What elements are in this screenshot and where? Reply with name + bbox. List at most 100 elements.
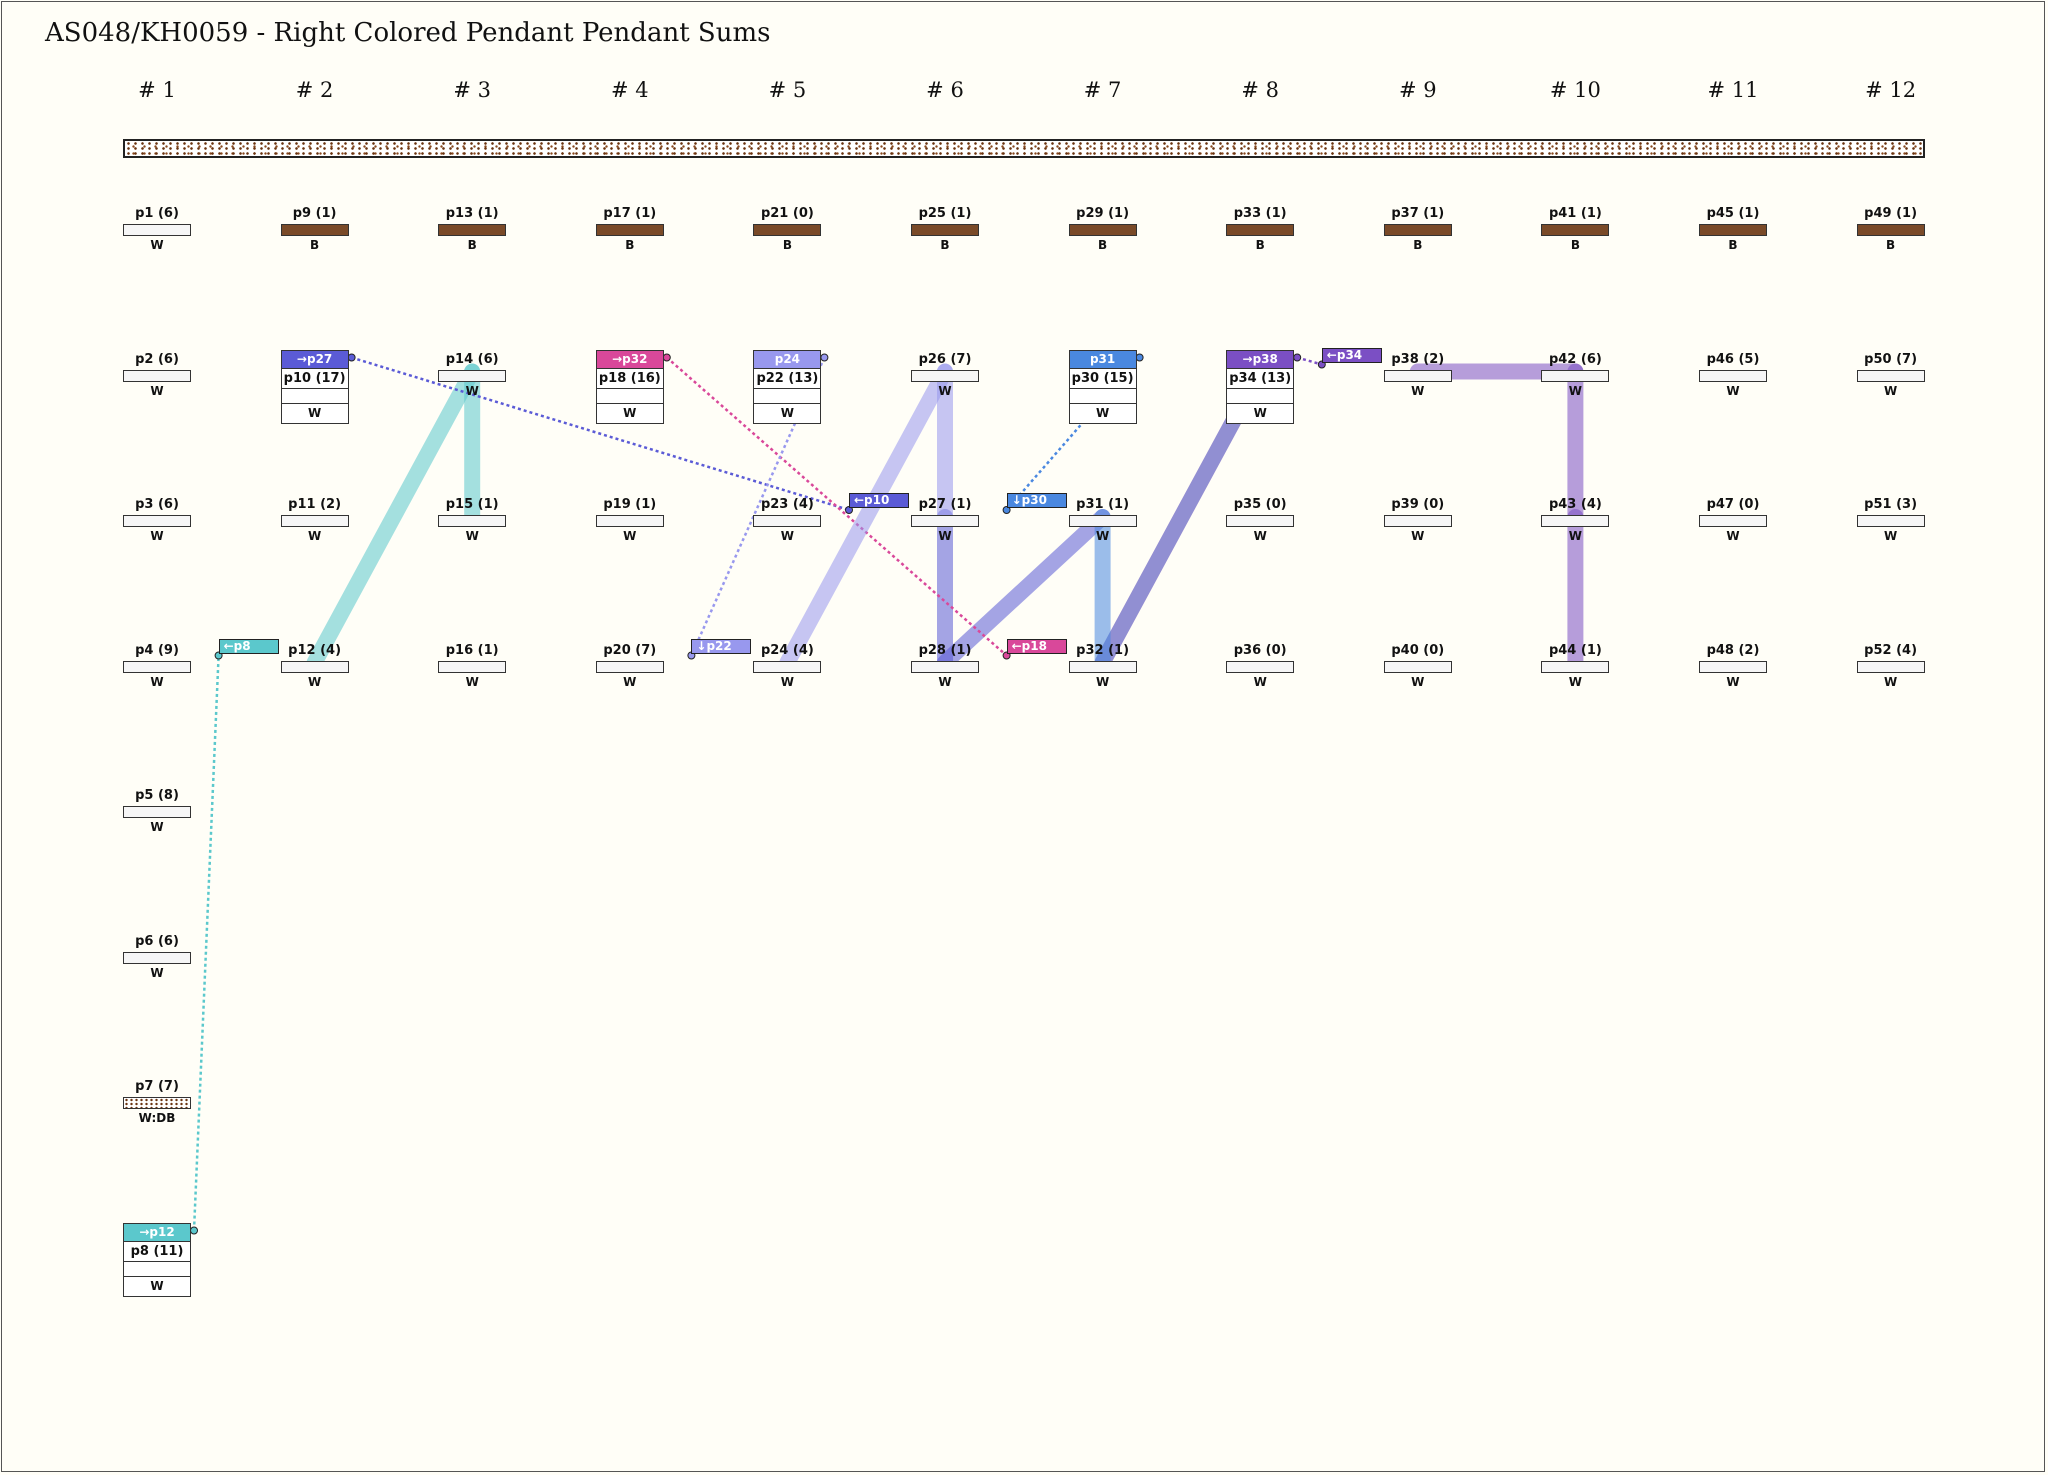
pendant-color-code: W — [1253, 529, 1267, 543]
cord-swatch[interactable] — [280, 515, 349, 527]
sum-tag[interactable]: ↓p22 — [691, 638, 752, 654]
cord-swatch[interactable] — [1541, 369, 1610, 382]
pendant-name: p6 (6) — [135, 933, 179, 949]
sum-tag[interactable]: ←p18 — [1006, 638, 1067, 654]
pendant-name: p28 (1) — [918, 642, 972, 658]
cord-swatch[interactable] — [1856, 369, 1925, 382]
pendant-color-code: W — [150, 383, 164, 398]
pendant-color-code: B — [310, 238, 320, 252]
pendant-name: p45 (1) — [1706, 206, 1760, 221]
pendant-name: p1 (6) — [135, 206, 179, 221]
cord-swatch[interactable] — [280, 660, 349, 673]
sum-band-p22 — [779, 363, 953, 671]
cord-swatch[interactable] — [753, 515, 822, 527]
pendant-color-code: W — [938, 529, 952, 543]
cord-swatch[interactable] — [911, 515, 979, 527]
pendant-name: p51 (3) — [1864, 497, 1918, 512]
column-header: # 5 — [768, 78, 807, 102]
pendant-name: p42 (6) — [1548, 351, 1602, 367]
cord-swatch[interactable] — [595, 660, 664, 673]
cord-swatch[interactable] — [911, 369, 979, 382]
connector-dot — [820, 353, 829, 362]
cord-swatch[interactable] — [123, 951, 191, 964]
pendant-color-code: W — [754, 402, 821, 423]
cord-swatch[interactable] — [123, 224, 191, 236]
sum-cord-box[interactable]: →p38 p34 (13) W — [1226, 349, 1295, 424]
cord-swatch[interactable] — [1541, 660, 1610, 673]
cord-swatch[interactable] — [1856, 224, 1925, 236]
sum-cord-box[interactable]: →p12 p8 (11) W — [123, 1222, 191, 1297]
cord-swatch[interactable] — [123, 369, 191, 382]
cord-swatch[interactable] — [1856, 515, 1925, 527]
sum-tag[interactable]: ↓p30 — [1006, 493, 1067, 508]
connector-dot — [1293, 353, 1302, 362]
cord-swatch[interactable] — [595, 224, 664, 236]
pendant-color-code: W — [938, 674, 952, 689]
column-header: # 10 — [1549, 78, 1601, 102]
sum-cord-box[interactable]: →p27 p10 (17) W — [280, 349, 349, 424]
cord-swatch[interactable] — [1383, 224, 1452, 236]
pendant-color-code: B — [467, 238, 477, 252]
cord-swatch[interactable] — [753, 660, 822, 673]
cord-swatch[interactable] — [1226, 224, 1295, 236]
sum-tag[interactable]: ←p8 — [218, 638, 279, 654]
cord-swatch[interactable] — [1699, 369, 1767, 382]
pendant-color-code: W — [1726, 383, 1740, 398]
sum-connector-p34 — [1296, 356, 1323, 366]
cord-swatch[interactable] — [438, 369, 507, 382]
pendant-color-code: W — [124, 1275, 190, 1296]
cord-swatch[interactable] — [438, 224, 507, 236]
pendant-color-code: B — [1570, 238, 1580, 252]
cord-swatch[interactable] — [1541, 224, 1610, 236]
cord-swatch[interactable] — [1383, 369, 1452, 382]
connector-dot — [347, 353, 356, 362]
cord-swatch[interactable] — [595, 515, 664, 527]
cord-swatch[interactable] — [123, 1097, 191, 1109]
pendant-name: p37 (1) — [1391, 206, 1445, 221]
cord-swatch[interactable] — [1068, 224, 1137, 236]
cord-swatch[interactable] — [438, 660, 507, 673]
sum-cord-box[interactable]: p31 p30 (15) W — [1068, 349, 1137, 424]
pendant-name: p26 (7) — [918, 351, 972, 367]
cord-swatch[interactable] — [1226, 660, 1295, 673]
pendant-color-code: W — [1568, 529, 1583, 543]
cord-swatch[interactable] — [1068, 515, 1137, 527]
cord-swatch[interactable] — [1383, 515, 1452, 527]
cord-swatch[interactable] — [123, 806, 191, 818]
pendant-name: p3 (6) — [135, 497, 179, 512]
cord-swatch[interactable] — [1699, 224, 1767, 236]
cord-swatch[interactable] — [1699, 515, 1767, 527]
pendant-name: p33 (1) — [1233, 206, 1287, 221]
cord-swatch[interactable] — [1856, 660, 1925, 673]
sum-tag[interactable]: ←p34 — [1321, 347, 1382, 363]
sum-tag[interactable]: ←p10 — [849, 493, 909, 508]
pendant-name: p23 (4) — [760, 497, 814, 512]
cord-swatch[interactable] — [123, 515, 191, 527]
pendant-name: p34 (13) — [1227, 367, 1294, 388]
pendant-name: p10 (17) — [281, 367, 348, 388]
cord-swatch[interactable] — [1383, 660, 1452, 673]
pendant-name: p19 (1) — [603, 497, 657, 512]
column-header: # 6 — [926, 78, 964, 102]
cord-swatch[interactable] — [1226, 515, 1295, 527]
sum-cord-box[interactable]: p24 p22 (13) W — [753, 349, 822, 424]
cord-swatch[interactable] — [1068, 660, 1137, 673]
cord-swatch[interactable] — [1541, 515, 1610, 527]
pendant-color-code: W — [1095, 529, 1110, 543]
pendant-name: p31 (1) — [1076, 497, 1130, 512]
cord-swatch[interactable] — [123, 660, 191, 673]
cord-swatch[interactable] — [911, 224, 979, 236]
cord-swatch[interactable] — [911, 660, 979, 673]
cord-swatch[interactable] — [280, 224, 349, 236]
column-header: # 12 — [1865, 78, 1917, 102]
cord-swatch[interactable] — [753, 224, 822, 236]
sum-cord-box[interactable]: →p32 p18 (16) W — [595, 349, 664, 424]
pendant-color-code: W — [1883, 529, 1898, 543]
pendant-color-code: W — [465, 383, 479, 398]
cord-swatch[interactable] — [438, 515, 507, 527]
pendant-name: p41 (1) — [1548, 206, 1602, 221]
pendant-color-code: W — [938, 383, 952, 398]
sum-target-label: →p27 — [281, 350, 348, 368]
cord-swatch[interactable] — [1699, 660, 1767, 673]
pendant-name: p24 (4) — [760, 642, 814, 658]
